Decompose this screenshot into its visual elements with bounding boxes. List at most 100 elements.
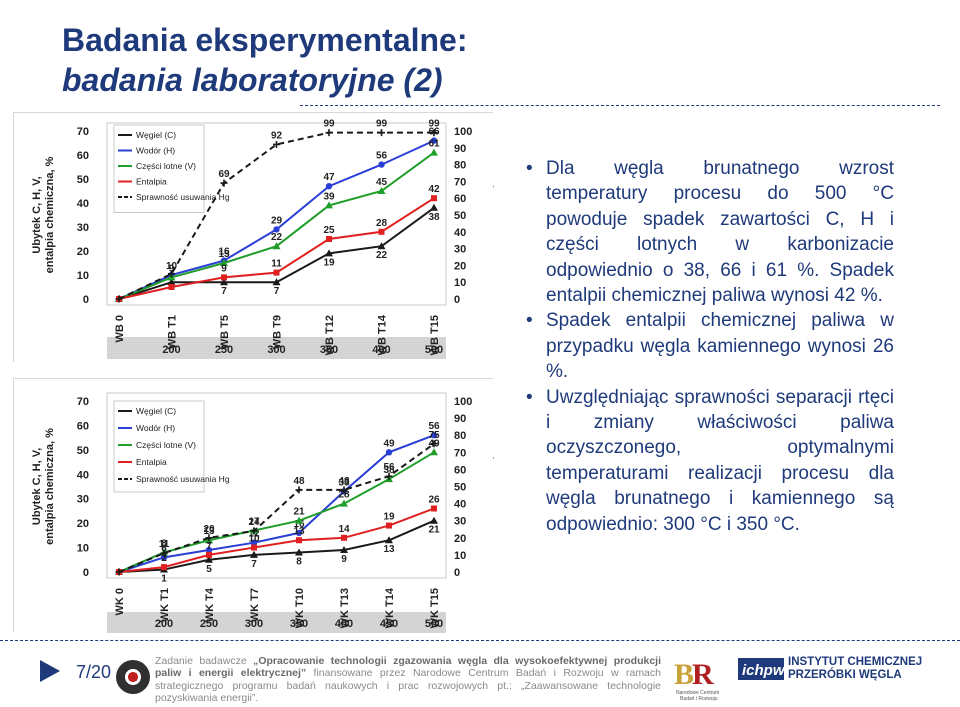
data-label: 15: [218, 249, 230, 260]
data-label: 39: [323, 191, 335, 202]
data-label: 69: [218, 169, 230, 180]
data-point: [115, 295, 123, 303]
data-label: 24: [248, 517, 260, 528]
data-point: [205, 534, 213, 542]
funding-note-prefix: Zadanie badawcze: [155, 655, 254, 667]
data-point: [272, 242, 281, 250]
data-point: [325, 183, 333, 190]
y2-tick-label: 90: [454, 143, 466, 155]
finding-item: Dla węgla brunatnego wzrost temperatury …: [520, 156, 894, 308]
ichpw-logo: ichpw: [738, 658, 784, 680]
series-line: [118, 451, 435, 573]
y2-tick-label: 50: [454, 210, 466, 222]
data-point: [386, 522, 392, 529]
y2-tick-label: 20: [454, 533, 466, 545]
data-label: 10: [166, 261, 178, 272]
data-label: 42: [428, 184, 440, 195]
data-label: 16: [218, 247, 230, 258]
data-point: [295, 529, 303, 537]
data-label: 47: [323, 172, 335, 183]
temperature-label: 400: [372, 344, 390, 356]
temperature-band: [107, 337, 446, 359]
temperature-label: 450: [380, 618, 398, 630]
temperature-label: 250: [215, 344, 233, 356]
plot-frame: [106, 122, 447, 306]
category-tick-label: WK T10: [294, 588, 306, 628]
data-label: 9: [341, 554, 347, 565]
legend-label: Sprawność usuwania Hg: [136, 474, 230, 484]
data-label: 13: [203, 526, 215, 537]
y2-tick-label: 30: [454, 244, 466, 256]
data-label: 7: [251, 559, 257, 570]
y2-axis-label: Sprawność, %: [493, 449, 494, 524]
data-point: [325, 129, 333, 137]
category-tick-label: WB 0: [114, 315, 126, 343]
data-label: 9: [221, 263, 227, 274]
data-label: 19: [383, 512, 395, 523]
y-tick-label: 40: [77, 469, 89, 481]
temperature-label: 300: [245, 618, 263, 630]
svg-text:R: R: [692, 658, 714, 691]
data-point: [296, 537, 302, 544]
y2-tick-label: 100: [454, 126, 472, 138]
data-label: 19: [323, 257, 335, 268]
funding-note-project: „Opracowanie technologii zgazowania węgl…: [155, 655, 662, 680]
data-label: 14: [338, 524, 350, 535]
data-point: [377, 187, 386, 194]
program-emblem-icon: [116, 660, 150, 694]
y2-tick-label: 10: [454, 550, 466, 562]
data-point: [377, 242, 386, 250]
institute-name-line2: PRZERÓBKI WĘGLA: [788, 669, 902, 681]
data-label: 2: [161, 553, 167, 564]
y-axis-label-line2: entalpia chemiczna, %: [44, 428, 56, 545]
data-point: [295, 486, 303, 494]
data-label: 29: [271, 215, 283, 226]
y2-tick-label: 0: [454, 567, 460, 579]
data-label: 38: [383, 465, 395, 476]
data-point: [295, 516, 303, 524]
temperature-label: 350: [320, 344, 338, 356]
category-tick-label: WK 0: [114, 588, 126, 616]
y2-tick-label: 40: [454, 499, 466, 511]
data-label: 28: [376, 218, 388, 229]
category-tick-label: WK T13: [339, 588, 351, 628]
data-label: 45: [376, 177, 388, 188]
y2-tick-label: 60: [454, 464, 466, 476]
y2-tick-label: 30: [454, 516, 466, 528]
data-label: 11: [271, 259, 282, 270]
data-point: [250, 550, 258, 558]
data-point: [167, 278, 176, 286]
next-page-arrow-icon[interactable]: [40, 660, 60, 682]
category-tick-label: WK T14: [384, 587, 396, 628]
y-tick-label: 10: [77, 543, 89, 555]
data-label: 48: [338, 476, 350, 487]
data-label: 7: [274, 286, 280, 297]
data-point: [378, 161, 385, 168]
data-point: [272, 278, 281, 286]
data-label: 99: [428, 119, 440, 130]
y-axis-label-line2: entalpia chemiczna, %: [44, 156, 56, 273]
y2-tick-label: 70: [454, 447, 466, 459]
data-label: 99: [323, 119, 335, 130]
data-point: [326, 236, 332, 242]
data-point: [250, 539, 258, 546]
data-point: [220, 278, 228, 286]
data-point: [221, 274, 227, 281]
y2-tick-label: 90: [454, 413, 466, 425]
data-point: [160, 549, 168, 557]
data-point: [430, 516, 438, 524]
category-tick-label: WK T4: [204, 587, 216, 622]
y2-tick-label: 60: [454, 193, 466, 205]
y-tick-label: 20: [77, 518, 89, 530]
temperature-label: 500: [425, 344, 443, 356]
institute-name: INSTYTUT CHEMICZNEJ PRZERÓBKI WĘGLA: [788, 656, 922, 682]
legend-label: Entalpia: [136, 177, 167, 187]
temperature-label: 500: [425, 618, 443, 630]
category-tick-label: WB T9: [272, 315, 284, 349]
data-point: [325, 201, 333, 209]
data-label: 75: [428, 430, 440, 441]
data-point: [206, 551, 212, 558]
y-tick-label: 70: [77, 396, 89, 408]
data-point: [161, 564, 167, 571]
data-label: 17: [248, 516, 260, 527]
